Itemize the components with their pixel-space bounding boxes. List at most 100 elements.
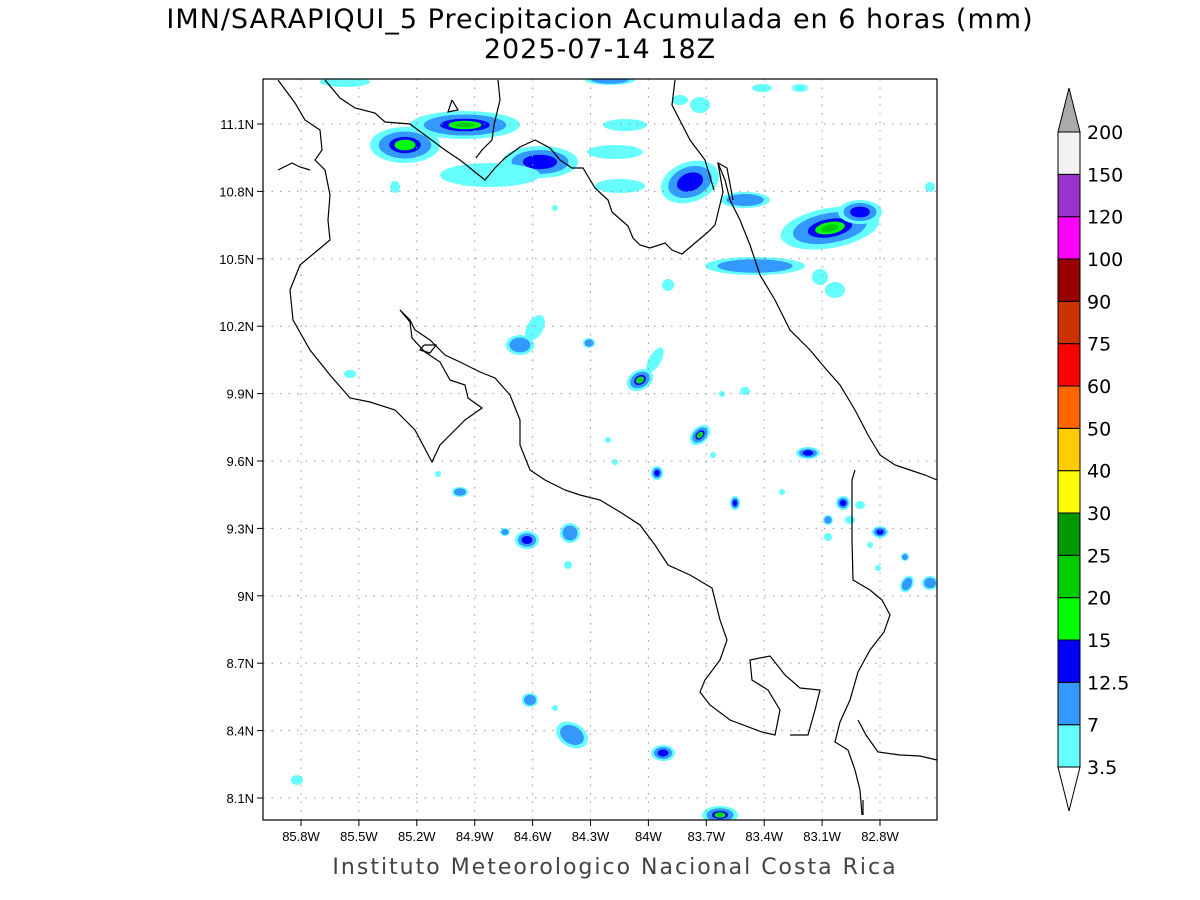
lat-tick-label: 8.4N [227,724,254,739]
colorbar-swatch [1057,597,1081,641]
lon-tick-label: 82.8W [861,829,899,844]
precip-contour-level-0 [320,79,370,87]
precip-contour-level-0 [440,163,540,187]
precip-contour-level-0 [291,775,303,785]
precip-contour-level-1 [454,488,466,496]
lat-tick-label: 9N [237,589,254,604]
precip-contour-level-1 [901,577,913,591]
colorbar-swatch [1057,427,1081,472]
precip-contour-level-0 [752,84,772,92]
precip-contour-level-4 [697,432,703,438]
precip-contour-level-4 [716,813,724,817]
coastline-border [447,99,459,113]
lon-tick-label: 85.2W [398,829,436,844]
coastline-border [671,79,715,191]
lat-tick-label: 8.1N [227,791,254,806]
precip-contour-level-2 [802,450,814,456]
coastline-border [475,79,501,159]
colorbar-label: 90 [1087,291,1111,313]
precip-contour-level-0 [867,542,873,548]
coastline-border [277,162,311,171]
lat-tick-label: 9.6N [227,454,254,469]
colorbar-swatch [1057,554,1081,599]
colorbar-label: 120 [1087,207,1123,229]
precip-contour-level-0 [690,97,710,113]
precip-contour-level-0 [552,205,558,211]
lon-tick-label: 84W [635,829,662,844]
precip-contour-level-0 [662,279,674,291]
precip-contour-level-0 [435,471,441,477]
colorbar-under-arrow [1057,766,1081,812]
colorbar-label: 40 [1087,461,1111,483]
precip-contour-level-2 [876,529,884,535]
coastline-border [277,79,484,464]
lat-tick-label: 10.5N [219,252,254,267]
precip-contour-level-0 [875,565,881,571]
map-title: IMN/SARAPIQUI_5 Precipitacion Acumulada … [166,4,1034,35]
precip-contour-level-1 [924,577,936,589]
colorbar-swatch [1057,512,1081,556]
colorbar-over-arrow [1057,87,1081,133]
lat-tick-label: 9.9N [227,387,254,402]
precip-contour-level-0 [605,437,611,443]
precip-contour-level-0 [812,269,828,285]
colorbar-label: 60 [1087,376,1111,398]
precip-contour-level-0 [855,501,865,509]
colorbar-label: 20 [1087,588,1111,610]
lat-tick-label: 10.2N [219,319,254,334]
precip-contour-level-0 [564,561,572,569]
precip-contour-level-2 [522,154,558,170]
precip-contour-level-1 [584,339,594,347]
colorbar-label: 7 [1087,715,1099,737]
precip-contour-level-2 [839,499,847,507]
colorbar-swatch [1057,173,1081,218]
precip-contour-level-1 [562,525,578,541]
precip-contour-level-1 [591,79,629,84]
precip-contour-level-2 [732,499,738,507]
colorbar-swatch [1057,216,1081,260]
precip-contour-level-2 [850,206,870,218]
precip-contour-level-0 [792,84,808,92]
precip-contour-level-1 [717,259,793,273]
colorbar-label: 150 [1087,164,1123,186]
colorbar-label: 75 [1087,334,1111,356]
lon-tick-label: 84.3W [572,829,610,844]
precip-contour-level-0 [740,387,750,395]
colorbar-swatch [1057,343,1081,387]
precip-contour-level-0 [925,182,935,192]
precip-contour-level-2 [676,172,704,192]
lat-tick-label: 10.8N [219,184,254,199]
coastline-border [418,344,438,354]
colorbar-swatch [1057,131,1081,175]
precip-contour-level-0 [845,516,855,524]
colorbar-swatch [1057,300,1081,345]
lat-tick-label: 9.3N [227,521,254,536]
precip-contour-level-2 [521,535,533,545]
precip-contour-level-2 [654,469,660,477]
colorbar-label: 3.5 [1087,757,1117,779]
coastline-border [324,79,734,255]
lon-tick-label: 84.9W [456,829,494,844]
colorbar-swatch [1057,639,1081,683]
precip-contour-level-2 [657,749,669,757]
precip-contour-level-4 [455,122,475,128]
map-layer [263,79,937,820]
precip-contour-level-0 [603,119,647,131]
lat-tick-label: 11.1N [220,117,254,132]
precip-contour-level-0 [552,705,558,711]
lat-tick-label: 8.7N [227,656,254,671]
colorbar-swatch [1057,470,1081,514]
lon-tick-label: 83.4W [745,829,783,844]
colorbar-label: 100 [1087,249,1123,271]
precip-contour-level-1 [824,516,832,524]
coastline-border [834,469,891,816]
precip-contour-level-1 [501,529,509,535]
coastline-border [857,719,937,761]
colorbar-swatch [1057,258,1081,302]
precip-contour-level-1 [902,554,908,560]
coastline-border [717,162,937,481]
precip-contour-level-0 [595,179,645,193]
precip-contour-level-0 [390,181,400,193]
